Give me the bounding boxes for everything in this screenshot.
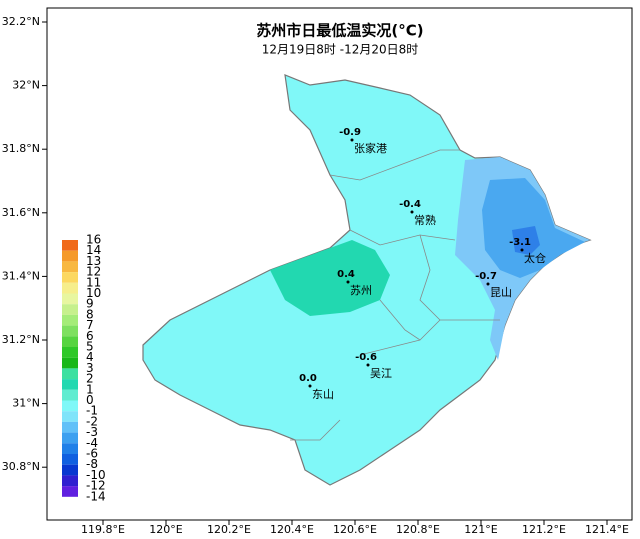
legend-label: -3 bbox=[86, 425, 98, 439]
legend-swatch bbox=[62, 464, 78, 476]
x-tick-label: 120.4°E bbox=[270, 523, 314, 536]
legend-swatch bbox=[62, 443, 78, 454]
legend-swatch bbox=[62, 272, 78, 283]
station-value: -0.4 bbox=[399, 199, 421, 210]
station-name: 昆山 bbox=[490, 286, 512, 299]
y-tick-label: 32.2°N bbox=[2, 15, 40, 28]
station-name: 张家港 bbox=[354, 141, 387, 155]
legend-swatch bbox=[62, 411, 78, 422]
legend-swatch bbox=[62, 400, 78, 412]
legend-label: -12 bbox=[86, 479, 106, 493]
legend-swatch bbox=[62, 325, 78, 337]
legend-swatch bbox=[62, 240, 78, 251]
legend-swatch bbox=[62, 421, 78, 433]
legend-swatch bbox=[62, 336, 78, 347]
legend-label: 8 bbox=[86, 307, 94, 321]
y-tick-label: 32°N bbox=[12, 79, 40, 92]
x-tick-label: 121°E bbox=[464, 523, 497, 536]
legend-label: 11 bbox=[86, 275, 101, 289]
legend-label: 2 bbox=[86, 372, 94, 386]
map-subtitle: 12月19日8时 -12月20日8时 bbox=[262, 43, 419, 57]
legend-swatch bbox=[62, 347, 78, 358]
x-tick-label: 121.2°E bbox=[522, 523, 566, 536]
legend-label: 13 bbox=[86, 254, 101, 268]
legend-label: 3 bbox=[86, 361, 94, 375]
legend-swatch bbox=[62, 293, 78, 305]
legend-label: 10 bbox=[86, 286, 101, 300]
zone-minus4 bbox=[512, 226, 540, 255]
station-dot bbox=[486, 282, 490, 286]
legend-label: 9 bbox=[86, 297, 94, 311]
y-tick-label: 31.4°N bbox=[2, 269, 40, 282]
station-name: 东山 bbox=[312, 388, 334, 401]
legend-swatch bbox=[62, 379, 78, 390]
legend-label: -8 bbox=[86, 457, 98, 471]
legend-label: 14 bbox=[86, 243, 101, 257]
station-name: 太仓 bbox=[524, 251, 546, 265]
station-name: 吴江 bbox=[370, 367, 392, 380]
station-value: -0.6 bbox=[355, 352, 377, 363]
legend-label: -4 bbox=[86, 436, 98, 450]
zone-plus1 bbox=[270, 240, 390, 316]
map-title: 苏州市日最低温实况(°C) bbox=[256, 22, 423, 40]
legend-swatch bbox=[62, 486, 78, 497]
legend-swatch bbox=[62, 314, 78, 326]
legend-label: 7 bbox=[86, 318, 94, 332]
x-tick-label: 120.8°E bbox=[396, 523, 440, 536]
legend-label: -10 bbox=[86, 468, 106, 482]
legend-swatch bbox=[62, 368, 78, 380]
legend-swatch bbox=[62, 475, 78, 487]
station-name: 苏州 bbox=[350, 284, 372, 297]
station-dot bbox=[520, 248, 524, 252]
legend-label: -14 bbox=[86, 489, 106, 503]
station-value: -3.1 bbox=[509, 237, 531, 248]
legend-swatch bbox=[62, 454, 78, 465]
legend-swatch bbox=[62, 250, 78, 262]
x-tick-label: 119.8°E bbox=[81, 523, 125, 536]
legend-swatch bbox=[62, 357, 78, 369]
station-value: -0.7 bbox=[475, 271, 497, 282]
station-value: 0.4 bbox=[337, 269, 355, 280]
legend-label: 0 bbox=[86, 393, 94, 407]
legend-swatch bbox=[62, 389, 78, 401]
legend-label: 6 bbox=[86, 329, 94, 343]
y-tick-label: 30.8°N bbox=[2, 460, 40, 473]
station-name: 常熟 bbox=[414, 213, 436, 227]
legend-label: -1 bbox=[86, 404, 98, 418]
y-tick-label: 31.6°N bbox=[2, 206, 40, 219]
x-tick-label: 120.2°E bbox=[207, 523, 251, 536]
x-tick-label: 121.4°E bbox=[585, 523, 629, 536]
x-tick-label: 120.6°E bbox=[333, 523, 377, 536]
y-tick-label: 31.8°N bbox=[2, 142, 40, 155]
y-tick-label: 31°N bbox=[12, 397, 40, 410]
station-dot bbox=[308, 384, 312, 388]
legend-label: 4 bbox=[86, 350, 94, 364]
station-dot bbox=[350, 138, 354, 142]
legend-swatch bbox=[62, 432, 78, 444]
station-dot bbox=[410, 210, 414, 214]
legend-swatch bbox=[62, 304, 78, 315]
x-tick-label: 120°E bbox=[149, 523, 182, 536]
legend-label: 16 bbox=[86, 233, 101, 247]
legend-label: 5 bbox=[86, 340, 94, 354]
legend-label: 1 bbox=[86, 382, 94, 396]
station-value: -0.9 bbox=[339, 127, 361, 138]
legend-label: -6 bbox=[86, 447, 98, 461]
legend-label: 12 bbox=[86, 265, 101, 279]
station-value: 0.0 bbox=[299, 373, 317, 384]
station-dot bbox=[366, 363, 370, 367]
station-dot bbox=[346, 280, 350, 284]
legend-swatch bbox=[62, 261, 78, 273]
y-tick-label: 31.2°N bbox=[2, 333, 40, 346]
legend-label: -2 bbox=[86, 414, 98, 428]
legend-swatch bbox=[62, 282, 78, 294]
borders bbox=[290, 149, 500, 441]
